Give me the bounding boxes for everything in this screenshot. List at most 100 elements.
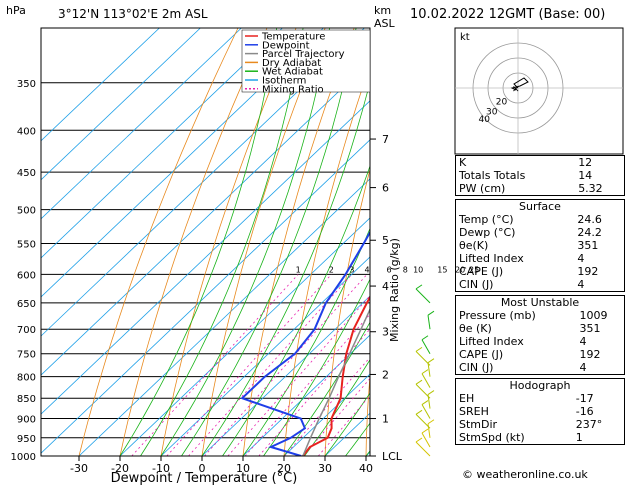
legend-label: Dewpoint	[262, 40, 310, 51]
wind-barb-staff	[415, 441, 431, 457]
pressure-tick-label: 550	[17, 239, 36, 250]
pressure-tick-label: 500	[17, 206, 36, 217]
hodograph-frame	[454, 27, 624, 155]
most-unstable-table: Pressure (mb) 1009 θe (K) 351 Lifted Index 4 C…	[456, 309, 626, 374]
wet-adiabat-line	[283, 321, 370, 456]
wind-barb-flag	[427, 419, 435, 425]
wind-barb-flag	[421, 428, 429, 434]
index-label: θe (K)	[459, 322, 492, 335]
index-label: Pressure (mb)	[459, 309, 536, 322]
hodograph-kt-label: kt	[460, 32, 470, 43]
pressure-axis: 350 400 450 500 550 600 650 700 750 800 850 900 950 1…	[11, 79, 36, 463]
mixing-ratio-line	[227, 295, 370, 456]
x-tick-label: 10	[236, 462, 250, 475]
index-row: Totals Totals 14	[456, 169, 626, 182]
isotherm-line	[78, 178, 370, 456]
index-row: θe(K) 351	[456, 239, 626, 252]
dry-adiabat-line	[78, 28, 239, 456]
index-value: 192	[577, 265, 599, 278]
km-tick-label: LCL	[382, 450, 403, 463]
isotherm-line	[41, 28, 242, 220]
x-tick-label: 0	[199, 462, 206, 475]
series-parcel-trajectory	[302, 307, 370, 456]
wind-barb-staff	[415, 351, 431, 366]
index-row: CAPE (J) 192	[456, 348, 626, 361]
index-value: 14	[578, 169, 593, 182]
index-label: CIN (J)	[459, 361, 494, 374]
x-tick-label: -20	[111, 462, 129, 475]
index-value: 1	[575, 431, 583, 444]
sounding-profiles	[240, 230, 370, 456]
pressure-tick-label: 900	[17, 415, 36, 426]
isotherm-line	[41, 139, 370, 454]
wind-barb-staff	[421, 404, 431, 419]
hodograph-marker: ✕	[512, 85, 520, 95]
index-row: θe (K) 351	[456, 322, 626, 335]
hodograph-title: Hodograph	[509, 379, 571, 392]
legend-label: Temperature	[261, 32, 325, 43]
pressure-tick-label: 350	[17, 79, 36, 90]
index-label: CIN (J)	[459, 278, 494, 291]
wind-barb-staff	[415, 383, 431, 399]
index-label: Temp (°C)	[459, 213, 514, 226]
mixing-ratio-line	[166, 274, 332, 456]
asl-label: ASL	[374, 17, 396, 30]
credit-text: © weatheronline.co.uk	[462, 468, 588, 481]
wet-adiabat-line	[119, 28, 278, 456]
pressure-tick-label: 400	[17, 126, 36, 137]
wind-barb-staff	[415, 413, 431, 429]
index-label: Dewp (°C)	[459, 226, 516, 239]
wind-barb-staff	[421, 373, 431, 388]
mixing-ratio-line	[244, 313, 370, 456]
index-value: 12	[578, 156, 593, 169]
mixing-ratio-label: 2	[329, 265, 334, 274]
series-dewpoint	[240, 230, 370, 456]
km-tick-label: 5	[382, 234, 389, 247]
index-label: EH	[459, 392, 475, 405]
index-label: Lifted Index	[459, 335, 524, 348]
wet-adiabat-line	[140, 28, 304, 456]
location-title: 3°12'N 113°02'E 2m ASL	[58, 7, 208, 21]
dry-adiabat-line	[160, 28, 297, 456]
index-value: -17	[575, 392, 594, 405]
mixing-ratio-labels: 1 2 3 4 6 8 10 15 20 25	[296, 265, 480, 274]
pressure-tick-label: 1000	[11, 452, 36, 463]
plot-frame	[40, 27, 371, 457]
x-axis-title: Dewpoint / Temperature (°C)	[111, 471, 298, 486]
mixing-ratio-line	[258, 328, 370, 456]
isotherm-line	[41, 28, 324, 298]
index-row: SREH -16	[456, 405, 626, 418]
mixing-ratio-label: 15	[437, 265, 447, 274]
index-label: StmDir	[459, 418, 498, 431]
index-row: StmSpd (kt) 1	[456, 431, 626, 444]
index-row: Dewp (°C) 24.2	[456, 226, 626, 239]
index-row: CAPE (J) 192	[456, 265, 626, 278]
wind-barb-flag	[415, 379, 423, 385]
x-tick-label: 20	[277, 462, 291, 475]
indices-box: K 12 Totals Totals 14 PW (cm) 5.32	[455, 155, 625, 196]
index-label: SREH	[459, 405, 489, 418]
hodograph-ring-label: 40	[479, 115, 491, 125]
indices-table: K 12 Totals Totals 14 PW (cm) 5.32	[456, 156, 626, 195]
mixing-ratio-label: 4	[364, 265, 369, 274]
index-row: K 12	[456, 156, 626, 169]
hodograph-trace	[510, 77, 529, 91]
index-row: Temp (°C) 24.6	[456, 213, 626, 226]
x-tick-label: -30	[70, 462, 88, 475]
pressure-tick-label: 950	[17, 434, 36, 445]
y-axis-title: Mixing Ratio (g/kg)	[388, 238, 401, 342]
wind-barb-flag	[415, 409, 423, 415]
mixing-ratio-label: 3	[349, 265, 354, 274]
wet-adiabat-line	[263, 278, 370, 456]
index-label: StmSpd (kt)	[459, 431, 525, 444]
hpa-label: hPa	[6, 4, 26, 17]
index-row: Pressure (mb) 1009	[456, 309, 626, 322]
isotherm-line	[242, 334, 370, 456]
index-label: CAPE (J)	[459, 348, 504, 361]
wind-barb-flag	[421, 369, 429, 375]
legend-label: Wet Adiabat	[262, 67, 323, 78]
wet-adiabat-line	[201, 80, 370, 456]
km-tick-label: 6	[382, 182, 389, 195]
index-value: 4	[577, 278, 585, 291]
